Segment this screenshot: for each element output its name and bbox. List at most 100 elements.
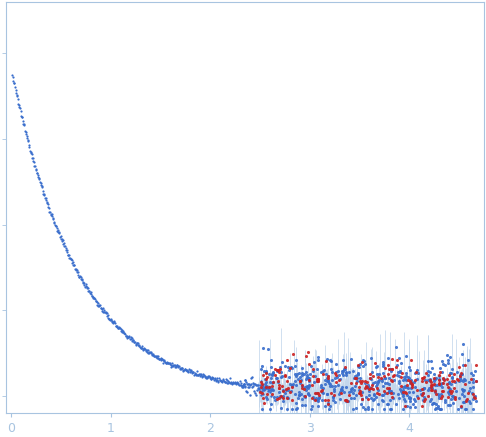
- Point: [36, 178, 44, 185]
- Point: [430, 400, 438, 407]
- Point: [50, 215, 57, 222]
- Point: [289, 384, 296, 391]
- Point: [69, 259, 76, 266]
- Point: [419, 374, 427, 381]
- Point: [190, 371, 198, 378]
- Point: [385, 365, 393, 372]
- Point: [308, 402, 315, 409]
- Point: [354, 362, 362, 369]
- Point: [211, 374, 219, 381]
- Point: [245, 383, 253, 390]
- Point: [432, 400, 440, 407]
- Point: [335, 391, 343, 398]
- Point: [217, 378, 225, 385]
- Point: [401, 384, 409, 391]
- Point: [396, 385, 404, 392]
- Point: [303, 374, 311, 381]
- Point: [305, 376, 313, 383]
- Point: [385, 384, 393, 391]
- Point: [462, 397, 469, 404]
- Point: [179, 368, 187, 375]
- Point: [265, 387, 273, 394]
- Point: [463, 395, 471, 402]
- Point: [265, 383, 273, 390]
- Point: [405, 374, 413, 381]
- Point: [288, 364, 296, 371]
- Point: [114, 324, 122, 331]
- Point: [432, 406, 439, 413]
- Point: [45, 205, 53, 212]
- Point: [406, 395, 414, 402]
- Point: [395, 378, 403, 385]
- Point: [379, 360, 387, 367]
- Point: [324, 377, 331, 384]
- Point: [420, 398, 428, 405]
- Point: [131, 338, 139, 345]
- Point: [16, 104, 23, 111]
- Point: [233, 380, 241, 387]
- Point: [321, 381, 329, 388]
- Point: [317, 388, 325, 395]
- Point: [251, 389, 259, 396]
- Point: [248, 384, 256, 391]
- Point: [284, 394, 292, 401]
- Point: [368, 406, 376, 413]
- Point: [38, 184, 46, 191]
- Point: [260, 385, 268, 392]
- Point: [413, 387, 420, 394]
- Point: [256, 388, 264, 395]
- Point: [281, 362, 289, 369]
- Point: [267, 375, 275, 382]
- Point: [304, 348, 312, 355]
- Point: [62, 245, 69, 252]
- Point: [384, 401, 392, 408]
- Point: [472, 378, 480, 385]
- Point: [416, 386, 423, 393]
- Point: [276, 365, 284, 372]
- Point: [113, 323, 121, 330]
- Point: [352, 392, 360, 399]
- Point: [431, 386, 438, 393]
- Point: [298, 402, 306, 409]
- Point: [89, 294, 97, 301]
- Point: [95, 302, 103, 309]
- Point: [77, 275, 85, 282]
- Point: [469, 391, 477, 398]
- Point: [328, 390, 335, 397]
- Point: [8, 72, 16, 79]
- Point: [333, 381, 341, 388]
- Point: [172, 363, 179, 370]
- Point: [336, 375, 344, 382]
- Point: [257, 388, 264, 395]
- Point: [329, 377, 336, 384]
- Point: [234, 380, 242, 387]
- Point: [389, 372, 397, 379]
- Point: [22, 130, 30, 137]
- Point: [387, 406, 395, 413]
- Point: [49, 214, 57, 221]
- Point: [38, 183, 46, 190]
- Point: [406, 380, 414, 387]
- Point: [313, 378, 321, 385]
- Point: [261, 375, 269, 382]
- Point: [285, 374, 293, 381]
- Point: [369, 385, 377, 392]
- Point: [180, 367, 188, 374]
- Point: [72, 266, 80, 273]
- Point: [457, 376, 465, 383]
- Point: [454, 363, 462, 370]
- Point: [339, 357, 347, 364]
- Point: [256, 381, 264, 388]
- Point: [350, 394, 358, 401]
- Point: [202, 373, 209, 380]
- Point: [397, 368, 404, 375]
- Point: [403, 402, 411, 409]
- Point: [32, 167, 40, 174]
- Point: [354, 370, 362, 377]
- Point: [151, 352, 158, 359]
- Point: [75, 273, 83, 280]
- Point: [29, 155, 36, 162]
- Point: [116, 325, 123, 332]
- Point: [445, 379, 452, 386]
- Point: [252, 382, 260, 388]
